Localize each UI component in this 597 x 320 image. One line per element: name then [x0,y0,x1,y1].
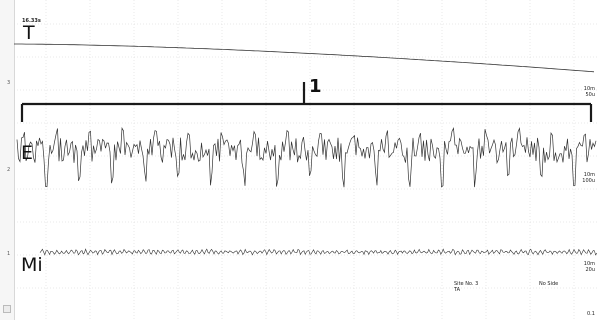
scale-mi: 10m 20u [583,261,595,273]
channel-label-mi: Mi [21,254,43,276]
emg-trace [16,126,597,188]
marker-label: 1 [309,76,322,97]
corner-value: 0.1 [587,311,595,317]
marker-bracket [20,82,593,122]
channel-index-1: 1 [7,251,11,257]
site-sub-label: TA [454,287,461,293]
mi-trace [39,248,597,256]
channel-gutter: 3 2 1 [0,0,15,320]
scale-top: 10m 50u [583,86,595,98]
scale-mi-unit: 20u [585,266,595,273]
side-label: No Side [539,281,559,287]
scale-e-unit: 100u [582,177,595,184]
scale-e-value: 10m [583,172,595,178]
channel-label-t: T [23,22,35,44]
scale-top-unit: 50u [585,91,595,98]
temperature-trace [14,43,595,73]
grid-lines [14,0,597,320]
scale-mi-value: 10m [583,261,595,267]
site-label: Site No. 3 [454,281,479,287]
channel-index-2: 2 [7,167,11,173]
scale-top-value: 10m [583,86,595,92]
scale-e: 10m 100u [582,172,595,184]
channel-index-3: 3 [7,80,11,86]
time-label: 16.33s [22,18,41,24]
corner-button[interactable] [3,305,11,313]
channel-label-e: E [21,142,34,164]
